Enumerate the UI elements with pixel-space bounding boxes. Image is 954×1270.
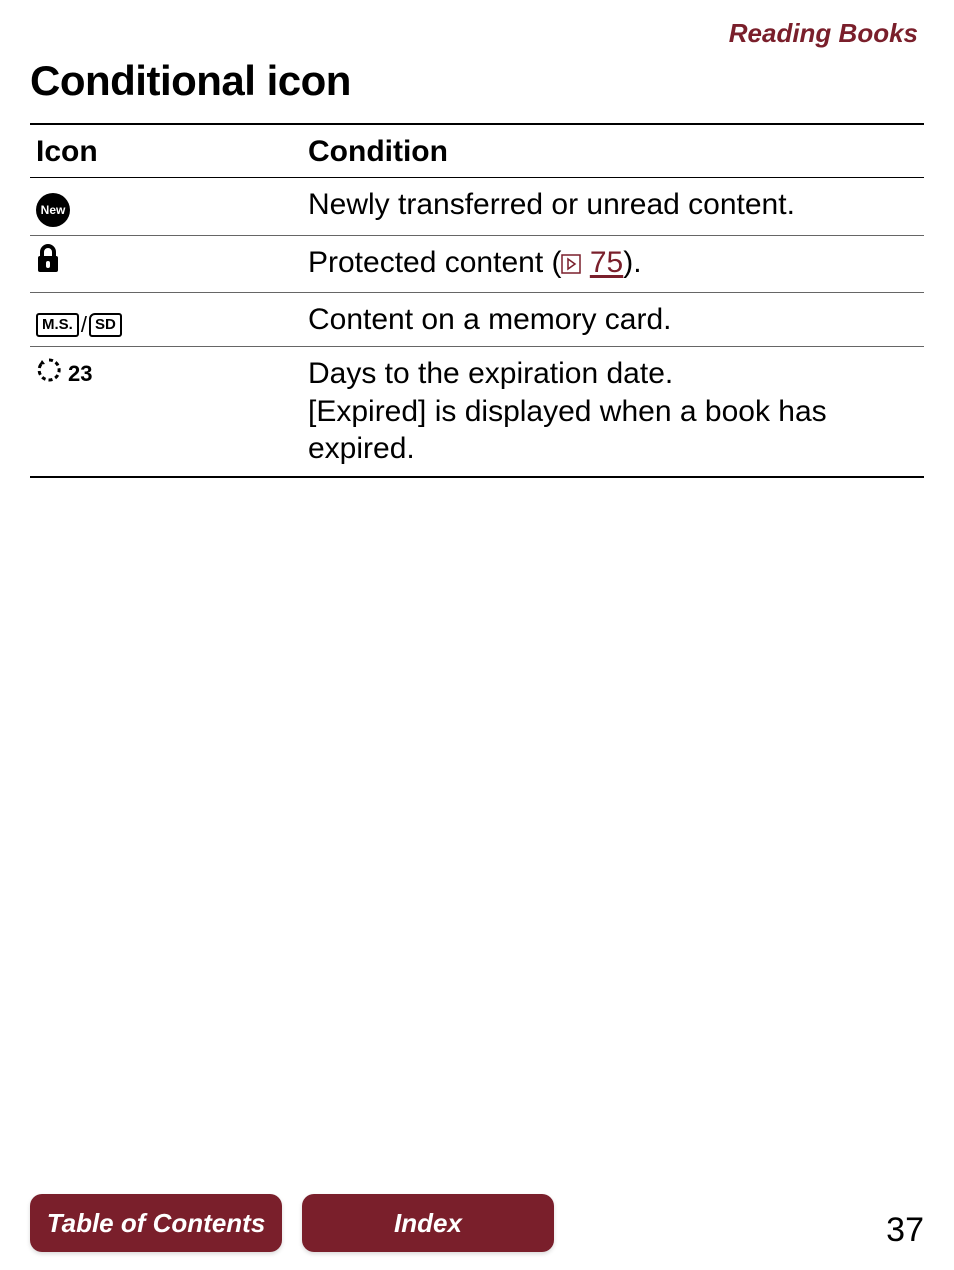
- page-footer: Table of Contents Index 37: [30, 1194, 924, 1252]
- protected-text-prefix: Protected content (: [308, 246, 561, 279]
- new-badge-icon: New: [36, 193, 70, 227]
- condition-cell-expire: Days to the expiration date. [Expired] i…: [302, 347, 924, 477]
- condition-cell-memory: Content on a memory card.: [302, 292, 924, 347]
- toc-button[interactable]: Table of Contents: [30, 1194, 282, 1252]
- table-header-row: Icon Condition: [30, 124, 924, 177]
- column-header-icon: Icon: [30, 124, 302, 177]
- expire-line2: [Expired] is displayed when a book has e…: [308, 395, 827, 466]
- table-row: New Newly transferred or unread content.: [30, 177, 924, 236]
- page-ref-icon: [561, 246, 581, 284]
- page-title: Conditional icon: [30, 57, 924, 105]
- ms-card-label: M.S.: [36, 313, 79, 337]
- column-header-condition: Condition: [302, 124, 924, 177]
- icon-cell-new: New: [30, 177, 302, 236]
- expiration-icon: [36, 357, 62, 390]
- icon-cell-expire: 23: [30, 347, 302, 477]
- section-breadcrumb[interactable]: Reading Books: [30, 18, 924, 49]
- new-badge-text: New: [41, 203, 66, 218]
- table-row: Protected content ( 75).: [30, 236, 924, 293]
- table-row: M.S. / SD Content on a memory card.: [30, 292, 924, 347]
- memory-card-icon: M.S. / SD: [36, 311, 122, 339]
- protected-text-suffix: ).: [623, 246, 641, 279]
- index-button[interactable]: Index: [302, 1194, 554, 1252]
- conditional-icon-table: Icon Condition New Newly transferred or …: [30, 123, 924, 478]
- condition-cell-new: Newly transferred or unread content.: [302, 177, 924, 236]
- expire-days: 23: [68, 360, 92, 388]
- slash-separator: /: [81, 311, 87, 339]
- page-ref-link[interactable]: 75: [590, 246, 623, 279]
- lock-icon: [36, 248, 60, 281]
- table-row: 23 Days to the expiration date. [Expired…: [30, 347, 924, 477]
- icon-cell-memory: M.S. / SD: [30, 292, 302, 347]
- page-number: 37: [886, 1211, 924, 1252]
- condition-cell-protected: Protected content ( 75).: [302, 236, 924, 293]
- sd-card-label: SD: [89, 313, 122, 337]
- expire-line1: Days to the expiration date.: [308, 357, 673, 390]
- icon-cell-protected: [30, 236, 302, 293]
